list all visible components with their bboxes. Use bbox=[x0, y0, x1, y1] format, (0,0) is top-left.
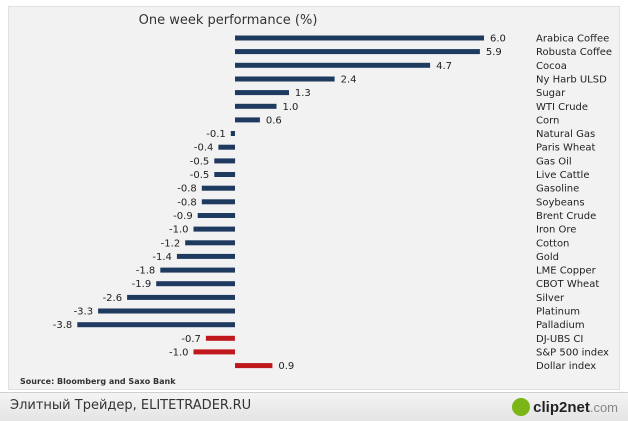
footer-site-text: Элитный Трейдер, ELITETRADER.RU bbox=[10, 398, 252, 413]
bar-dj-ubs-ci bbox=[205, 335, 235, 341]
value-label: -0.9 bbox=[173, 211, 193, 222]
category-label: Natural Gas bbox=[536, 129, 595, 140]
value-label: 1.3 bbox=[295, 88, 311, 99]
bar-gasoline bbox=[201, 185, 235, 191]
value-label: -0.5 bbox=[190, 170, 210, 181]
bar-natural-gas bbox=[230, 131, 235, 136]
category-label: Soybeans bbox=[536, 197, 585, 208]
category-label: S&P 500 index bbox=[536, 347, 609, 358]
bar-cbot-wheat bbox=[156, 281, 235, 287]
bar-iron-ore bbox=[193, 226, 235, 232]
value-label: -3.3 bbox=[74, 307, 94, 318]
bar-live-cattle bbox=[214, 172, 236, 177]
category-label: Corn bbox=[536, 115, 559, 126]
bar-wti-crude bbox=[235, 103, 277, 109]
category-label: LME Copper bbox=[536, 266, 597, 277]
bar-sugar bbox=[235, 90, 289, 96]
value-label: -1.8 bbox=[136, 266, 156, 277]
value-label: -0.1 bbox=[206, 129, 226, 140]
category-label: Robusta Coffee bbox=[536, 47, 612, 58]
bar-gas-oil bbox=[214, 158, 236, 164]
category-label: Silver bbox=[536, 293, 565, 304]
bar-ny-harb-ulsd bbox=[235, 76, 335, 82]
category-label: Sugar bbox=[536, 88, 566, 99]
value-label: -1.2 bbox=[161, 238, 181, 249]
chart-title: One week performance (%) bbox=[139, 13, 318, 28]
value-label: -0.7 bbox=[181, 334, 201, 345]
footer-bar: Элитный Трейдер, ELITETRADER.RU clip2net… bbox=[0, 392, 628, 421]
value-label: 6.0 bbox=[490, 34, 506, 45]
value-label: 0.6 bbox=[266, 115, 282, 126]
bar-chart: One week performance (%) 6.0 Arabica Coff… bbox=[20, 13, 612, 386]
bars-layer: 6.0 Arabica Coffee 5.9 Robusta Coffee 4.7 Coc… bbox=[53, 34, 612, 373]
bar-dollar-index bbox=[235, 363, 273, 369]
value-label: -0.5 bbox=[190, 156, 210, 167]
value-label: 5.9 bbox=[486, 47, 502, 58]
bar-lme-copper bbox=[160, 267, 235, 273]
category-label: Palladium bbox=[536, 320, 585, 331]
value-label: -3.8 bbox=[53, 320, 73, 331]
bar-paris-wheat bbox=[218, 144, 235, 150]
value-label: -1.0 bbox=[169, 347, 189, 358]
bar-arabica-coffee bbox=[235, 35, 484, 41]
bar-palladium bbox=[77, 322, 235, 328]
bar-cocoa bbox=[235, 62, 431, 68]
value-label: -1.0 bbox=[169, 225, 189, 236]
bar-platinum bbox=[98, 308, 235, 314]
value-label: -2.6 bbox=[103, 293, 123, 304]
clip2net-logo-icon bbox=[512, 398, 531, 416]
value-label: -1.9 bbox=[132, 279, 152, 290]
category-label: Ny Harb ULSD bbox=[536, 75, 607, 86]
value-label: 2.4 bbox=[341, 75, 357, 86]
bar-brent-crude bbox=[197, 213, 236, 218]
clip2net-logo[interactable]: clip2net .com bbox=[512, 396, 618, 418]
clip2net-brand: clip2net bbox=[533, 398, 590, 416]
bar-silver bbox=[127, 294, 235, 300]
category-label: Arabica Coffee bbox=[536, 34, 609, 45]
value-label: -0.8 bbox=[177, 184, 197, 195]
bar-corn bbox=[235, 117, 260, 123]
source-note: Source: Bloomberg and Saxo Bank bbox=[20, 377, 176, 386]
clip2net-domain: .com bbox=[589, 399, 618, 415]
bar-s-p-500-index bbox=[193, 349, 235, 355]
category-label: Brent Crude bbox=[536, 211, 596, 222]
category-label: Iron Ore bbox=[536, 225, 576, 236]
bar-robusta-coffee bbox=[235, 49, 480, 55]
category-label: WTI Crude bbox=[536, 102, 588, 113]
category-label: Live Cattle bbox=[536, 170, 589, 181]
category-label: Platinum bbox=[536, 307, 580, 318]
value-label: -0.4 bbox=[194, 143, 214, 154]
category-label: Gold bbox=[536, 252, 559, 263]
bar-soybeans bbox=[201, 199, 235, 205]
value-label: -1.4 bbox=[152, 252, 172, 263]
value-label: 1.0 bbox=[283, 102, 299, 113]
bar-gold bbox=[176, 253, 235, 259]
category-label: DJ-UBS CI bbox=[536, 334, 583, 345]
category-label: Gas Oil bbox=[536, 156, 572, 167]
value-label: 0.9 bbox=[278, 361, 294, 372]
category-label: Paris Wheat bbox=[536, 143, 595, 154]
category-label: Dollar index bbox=[536, 361, 596, 372]
value-label: -0.8 bbox=[177, 197, 197, 208]
category-label: Gasoline bbox=[536, 184, 579, 195]
value-label: 4.7 bbox=[436, 61, 452, 72]
category-label: CBOT Wheat bbox=[536, 279, 599, 290]
bar-cotton bbox=[185, 240, 235, 246]
category-label: Cotton bbox=[536, 238, 569, 249]
category-label: Cocoa bbox=[536, 61, 567, 72]
